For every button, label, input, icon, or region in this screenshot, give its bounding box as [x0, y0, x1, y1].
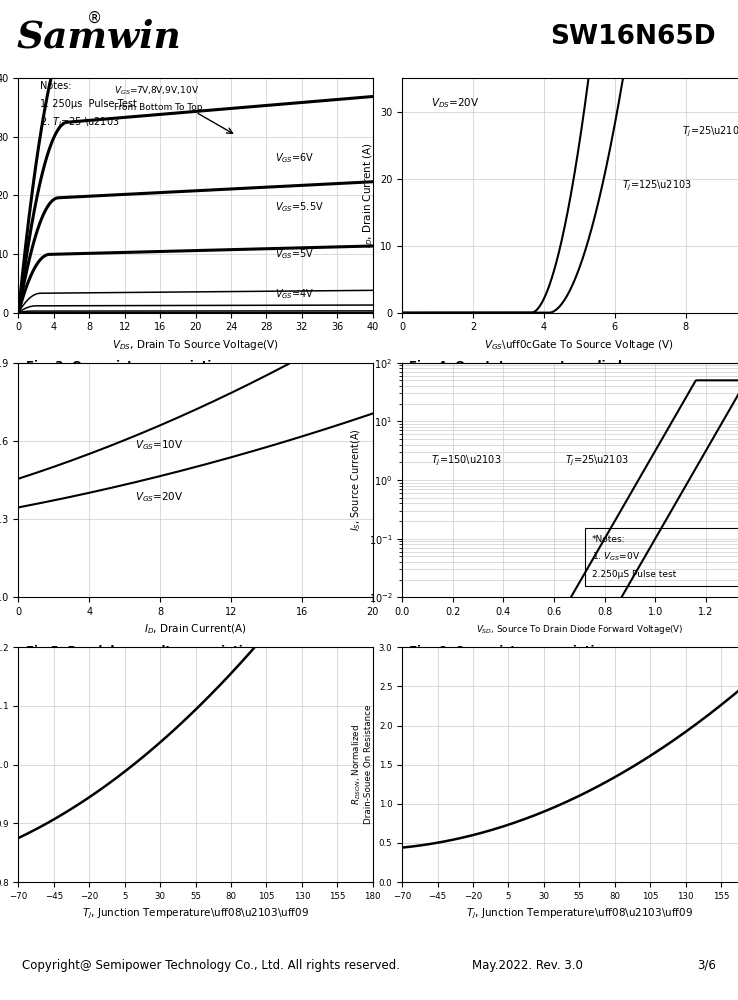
- Text: ®: ®: [87, 10, 103, 25]
- Text: Fig. 4. On-state current vs. diode: Fig. 4. On-state current vs. diode: [410, 360, 630, 373]
- X-axis label: $I_D$, Drain Current(A): $I_D$, Drain Current(A): [145, 623, 246, 636]
- Text: $V_{GS}$=4V: $V_{GS}$=4V: [275, 287, 315, 301]
- Text: vs. junction temperature: vs. junction temperature: [26, 667, 190, 680]
- Text: 1. 250μs  Pulse Test: 1. 250μs Pulse Test: [40, 99, 137, 109]
- Text: $V_{GS}$=6V: $V_{GS}$=6V: [275, 151, 315, 165]
- Text: $V_{GS}$=5V: $V_{GS}$=5V: [275, 248, 315, 261]
- X-axis label: $V_{DS}$, Drain To Source Voltage(V): $V_{DS}$, Drain To Source Voltage(V): [112, 338, 279, 352]
- Text: 2. $T_j$=25 \u2103: 2. $T_j$=25 \u2103: [40, 115, 120, 130]
- Y-axis label: $I_D$, Drain Current (A): $I_D$, Drain Current (A): [361, 142, 375, 248]
- X-axis label: $V_{SD}$, Source To Drain Diode Forward Voltage(V): $V_{SD}$, Source To Drain Diode Forward …: [475, 623, 683, 636]
- Text: SW16N65D: SW16N65D: [551, 24, 716, 50]
- Text: $T_j$=25\u2103: $T_j$=25\u2103: [565, 454, 629, 468]
- Text: forward voltage: forward voltage: [410, 382, 515, 395]
- Text: From Bottom To Top: From Bottom To Top: [114, 103, 203, 112]
- X-axis label: $V_{GS}$\uff0cGate To Source Voltage (V): $V_{GS}$\uff0cGate To Source Voltage (V): [484, 338, 675, 352]
- Text: Fig 5. Breakdown voltage variation: Fig 5. Breakdown voltage variation: [26, 645, 258, 658]
- Text: $V_{GS}$=7V,8V,9V,10V: $V_{GS}$=7V,8V,9V,10V: [114, 84, 199, 97]
- Text: Fig. 1. On-state characteristics: Fig. 1. On-state characteristics: [26, 87, 232, 100]
- Text: Fig. 3. On-resistance variation vs.: Fig. 3. On-resistance variation vs.: [26, 360, 251, 373]
- Text: Fig. 2. Transfer Characteristics: Fig. 2. Transfer Characteristics: [410, 87, 615, 100]
- Y-axis label: $I_S$, Source Current(A): $I_S$, Source Current(A): [350, 429, 363, 531]
- Text: Samwin: Samwin: [16, 19, 181, 56]
- X-axis label: $T_j$, Junction Temperature\uff08\u2103\uff09: $T_j$, Junction Temperature\uff08\u2103\…: [82, 906, 309, 921]
- Text: $V_{GS}$=10V: $V_{GS}$=10V: [135, 438, 184, 452]
- Text: vs. junction temperature: vs. junction temperature: [410, 667, 574, 680]
- Text: May.2022. Rev. 3.0: May.2022. Rev. 3.0: [472, 959, 583, 972]
- Text: Fig. 6. On-resistance variation: Fig. 6. On-resistance variation: [410, 645, 611, 658]
- Text: 1. $V_{GS}$=0V: 1. $V_{GS}$=0V: [592, 551, 640, 563]
- Y-axis label: $R_{DSON}$, Normalized
Drain-Souеe On Resistance: $R_{DSON}$, Normalized Drain-Souеe On Re…: [351, 705, 373, 824]
- Text: drain current and gate voltage: drain current and gate voltage: [26, 382, 230, 395]
- Text: Notes:: Notes:: [40, 81, 71, 91]
- Text: Copyright@ Semipower Technology Co., Ltd. All rights reserved.: Copyright@ Semipower Technology Co., Ltd…: [22, 959, 400, 972]
- Text: *Notes:: *Notes:: [592, 535, 625, 544]
- X-axis label: $T_j$, Junction Temperature\uff08\u2103\uff09: $T_j$, Junction Temperature\uff08\u2103\…: [466, 906, 693, 921]
- Text: $T_j$=25\u2103: $T_j$=25\u2103: [682, 125, 738, 139]
- Text: $T_j$=150\u2103: $T_j$=150\u2103: [430, 454, 501, 468]
- Text: $V_{GS}$=5.5V: $V_{GS}$=5.5V: [275, 201, 324, 214]
- Text: 2.250μS Pulse test: 2.250μS Pulse test: [592, 570, 676, 579]
- Text: 3/6: 3/6: [697, 959, 716, 972]
- Text: $V_{DS}$=20V: $V_{DS}$=20V: [430, 96, 479, 110]
- Text: $T_j$=125\u2103: $T_j$=125\u2103: [622, 179, 692, 193]
- Text: $V_{GS}$=20V: $V_{GS}$=20V: [135, 490, 184, 504]
